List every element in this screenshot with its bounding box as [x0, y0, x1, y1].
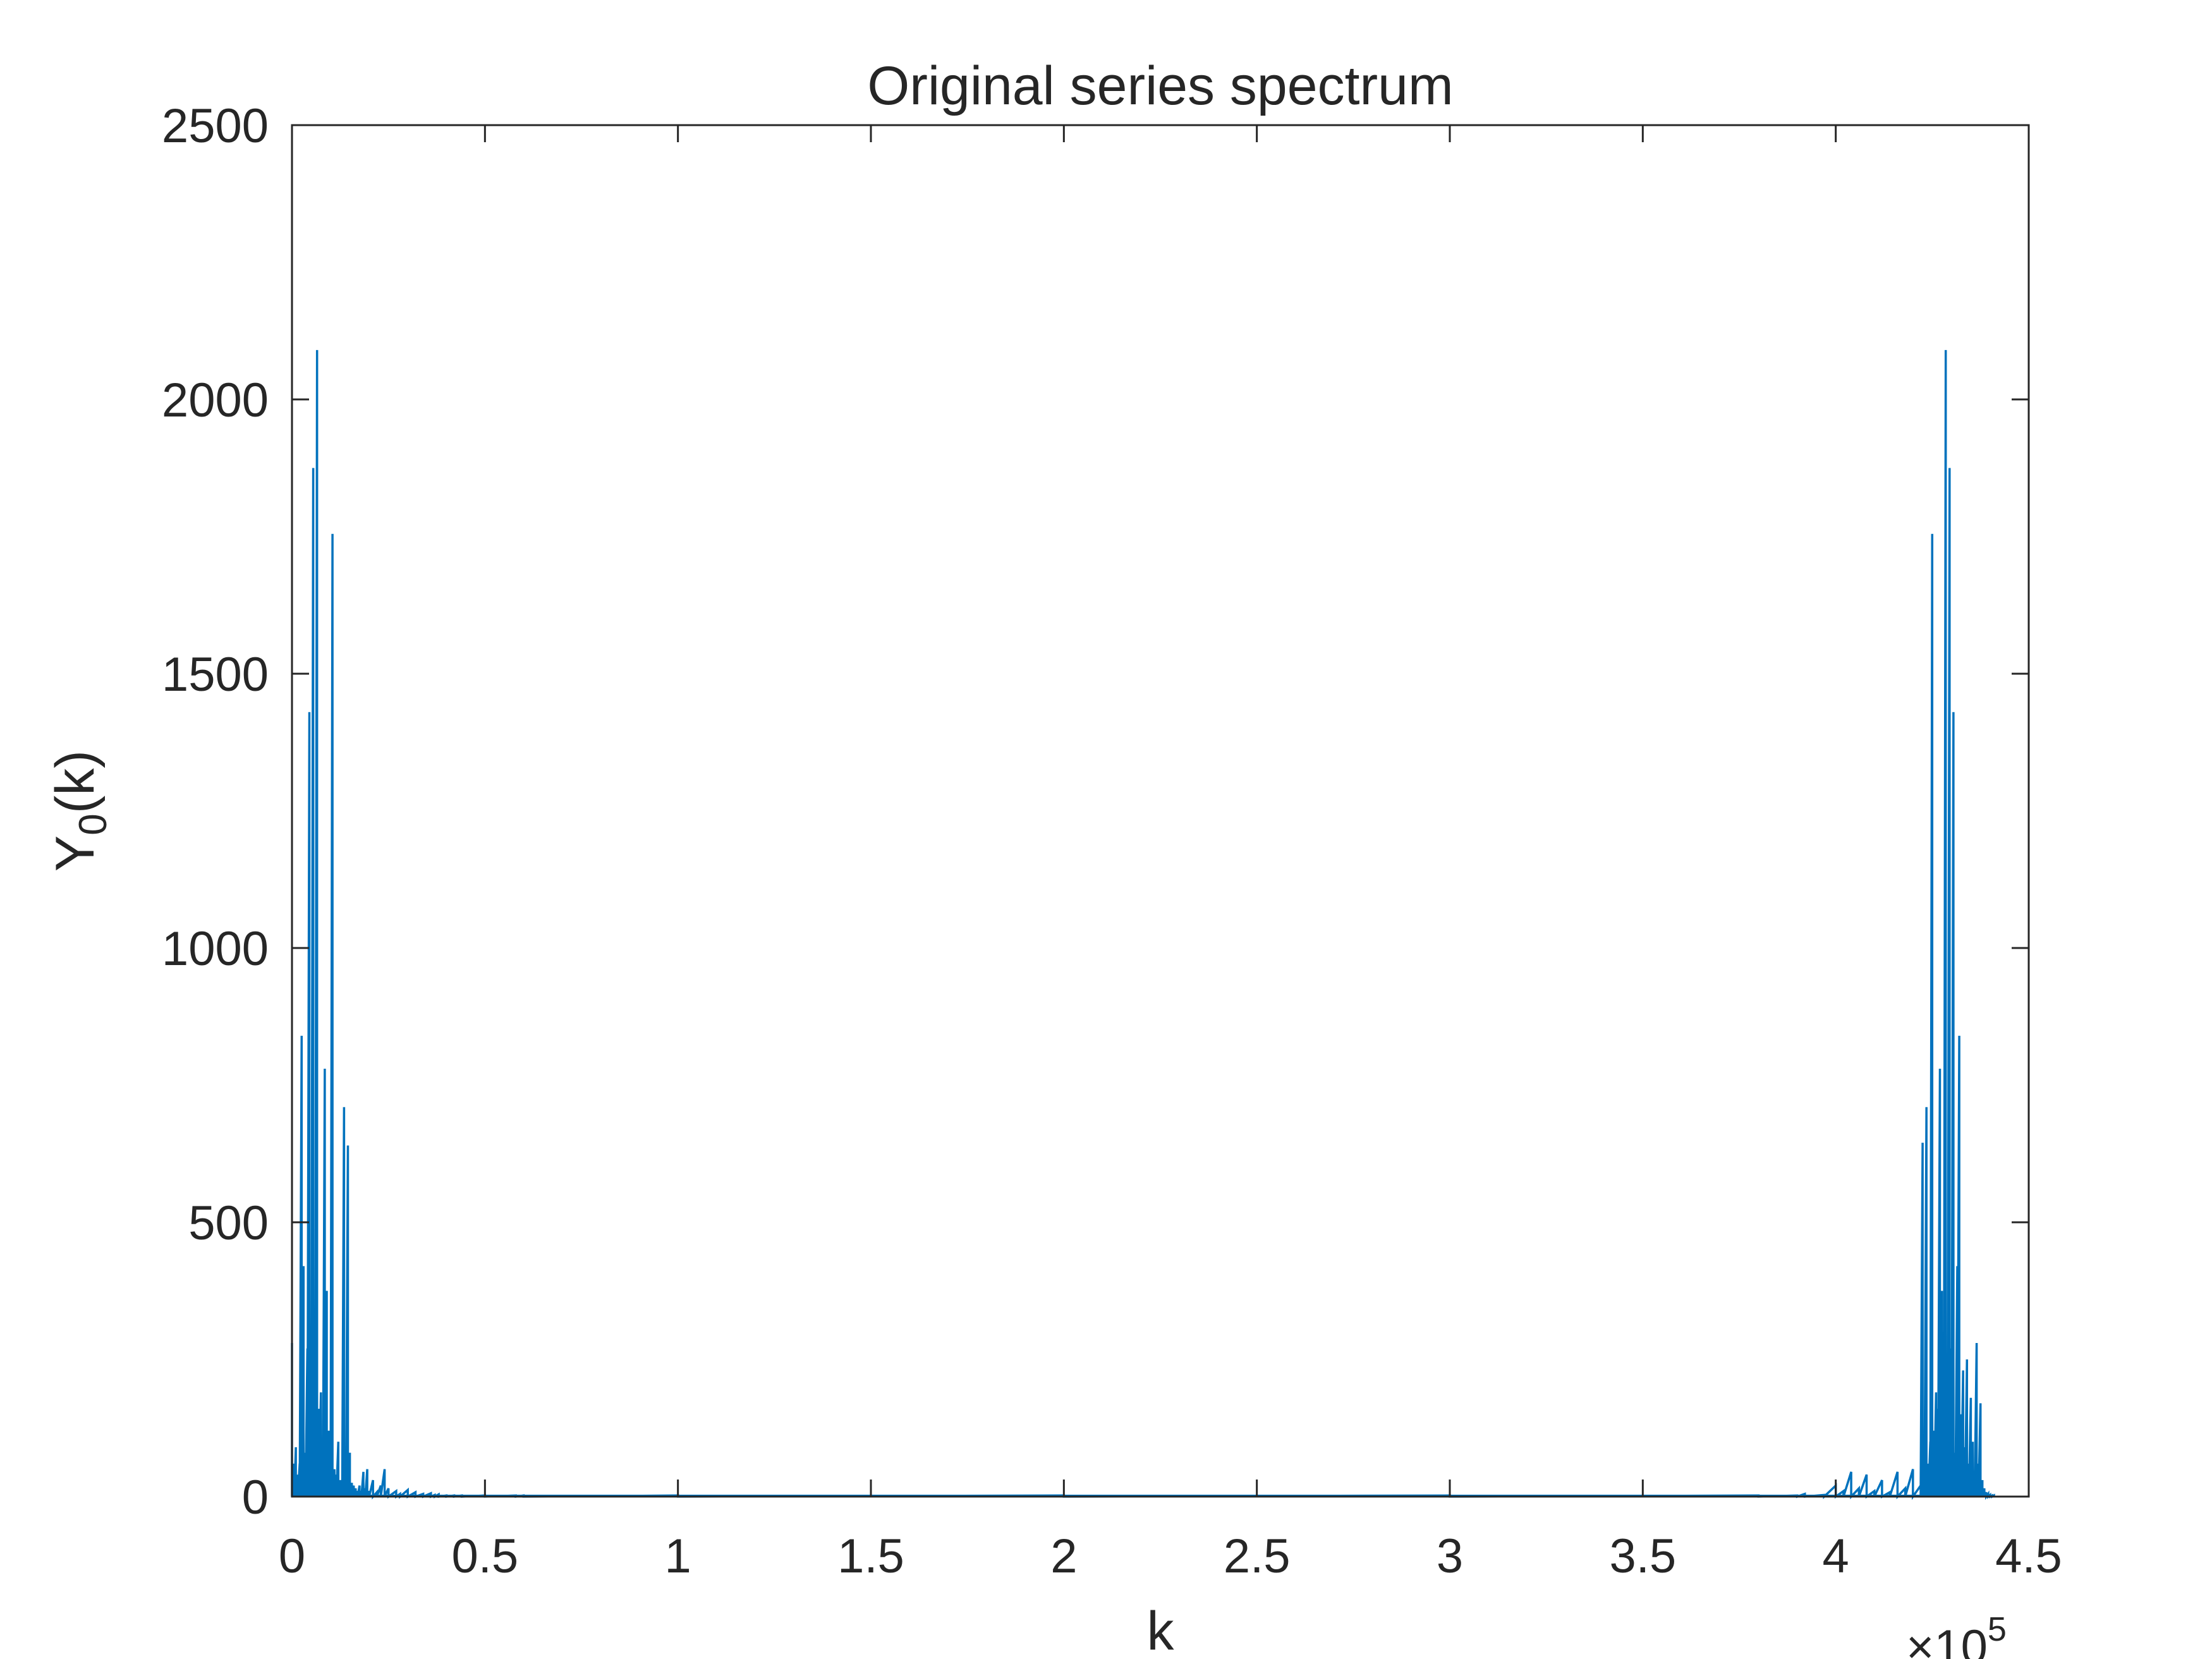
y-tick-label: 1000 — [162, 922, 269, 976]
y-tick-label: 0 — [242, 1471, 269, 1524]
x-exponent-label: ×105 — [1906, 1610, 2007, 1659]
x-tick-label: 2 — [1050, 1529, 1077, 1583]
chart-title: Original series spectrum — [867, 56, 1453, 116]
x-tick-label: 0.5 — [452, 1529, 519, 1583]
y-tick-label: 2000 — [162, 374, 269, 427]
x-tick-label: 4.5 — [1995, 1529, 2062, 1583]
y-tick-label: 500 — [188, 1196, 269, 1250]
x-exponent-base: ×10 — [1906, 1620, 1988, 1659]
y-tick-label: 2500 — [162, 99, 269, 153]
x-tick-label: 4 — [1823, 1529, 1849, 1583]
x-tick-label: 1 — [665, 1529, 691, 1583]
y-axis-label: Y0(k) — [45, 750, 115, 872]
y-axis-label-tail: (k) — [45, 750, 106, 813]
y-tick-label: 1500 — [162, 648, 269, 702]
x-tick-label: 3 — [1437, 1529, 1463, 1583]
y-axis-label-main: Y — [45, 836, 106, 872]
x-axis-label: k — [1147, 1601, 1175, 1659]
x-tick-label: 0 — [279, 1529, 305, 1583]
tick-layer: 0 0.5 1 1.5 2 2.5 3 3.5 4 4.5 0 500 1000 1500 2000 2500 — [162, 99, 2062, 1583]
axes-box — [291, 124, 2030, 1498]
x-tick-label: 2.5 — [1224, 1529, 1291, 1583]
x-exponent-power: 5 — [1988, 1610, 2007, 1648]
y-axis-label-subscript: 0 — [71, 813, 115, 835]
x-tick-label: 1.5 — [837, 1529, 904, 1583]
x-tick-label: 3.5 — [1610, 1529, 1677, 1583]
